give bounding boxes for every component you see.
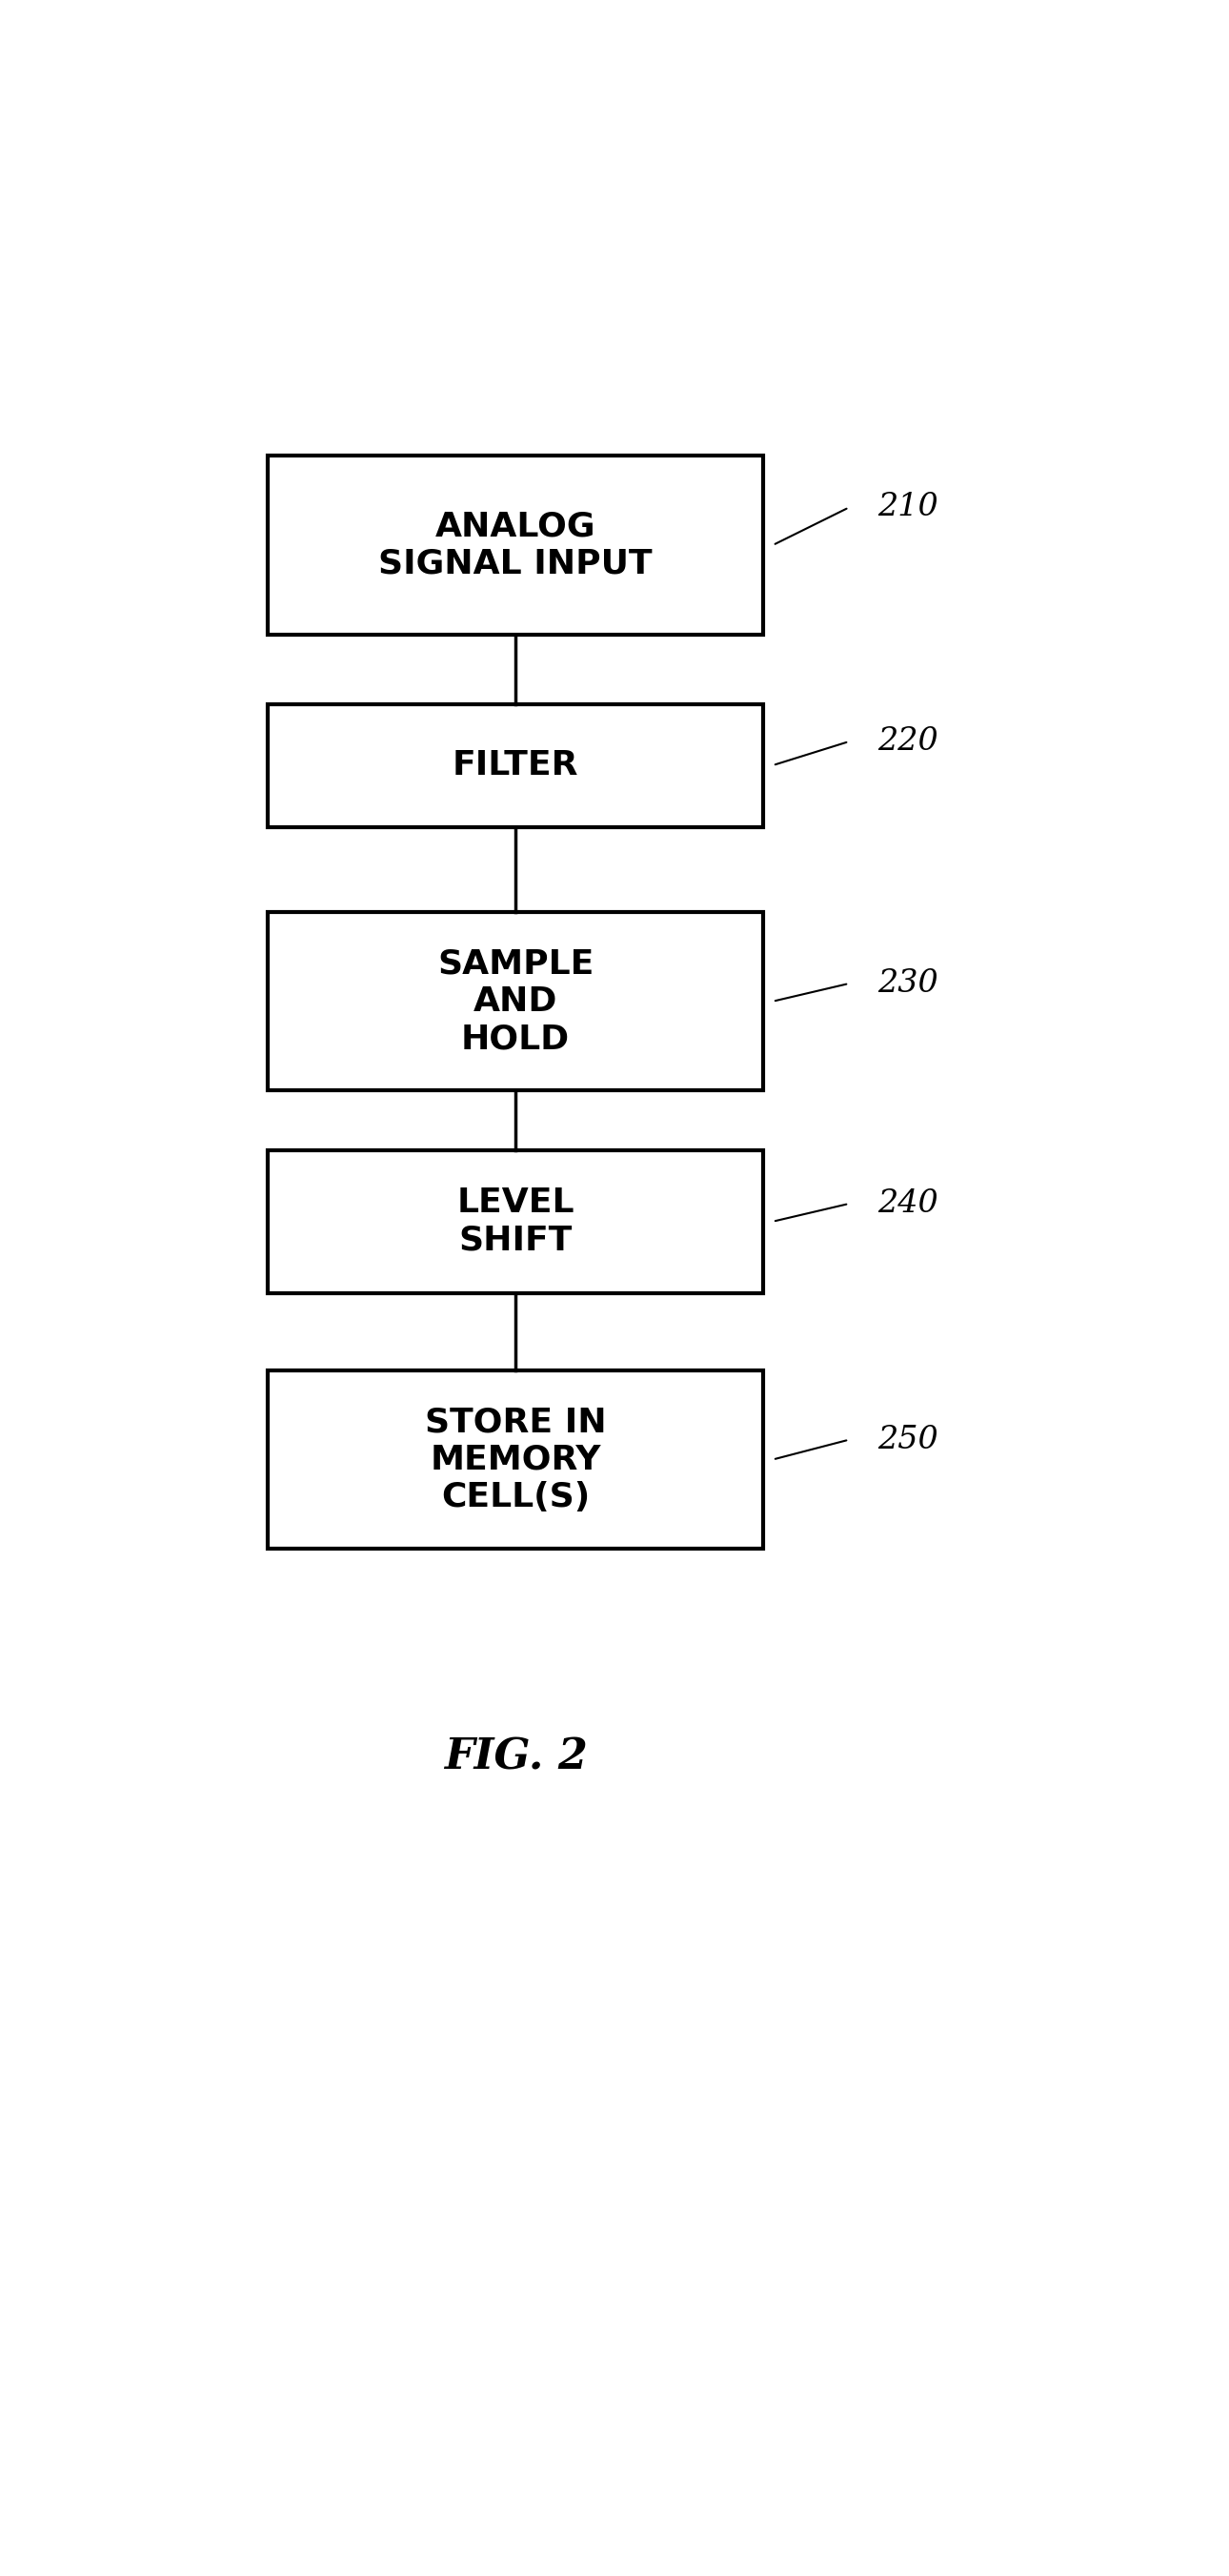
Text: SAMPLE
AND
HOLD: SAMPLE AND HOLD [438,948,594,1056]
Text: LEVEL
SHIFT: LEVEL SHIFT [457,1188,574,1257]
Bar [268,703,763,827]
Bar [268,912,763,1090]
Text: FIG. 2: FIG. 2 [444,1736,587,1777]
Text: ANALOG
SIGNAL INPUT: ANALOG SIGNAL INPUT [379,510,653,580]
Text: 220: 220 [878,726,938,757]
Text: 230: 230 [878,969,938,999]
Text: STORE IN
MEMORY
CELL(S): STORE IN MEMORY CELL(S) [425,1406,606,1512]
Bar [268,1149,763,1293]
Text: 240: 240 [878,1188,938,1218]
Text: FILTER: FILTER [452,750,579,781]
Text: 250: 250 [878,1425,938,1455]
Bar [268,1370,763,1548]
Text: 210: 210 [878,492,938,523]
Bar [268,456,763,634]
